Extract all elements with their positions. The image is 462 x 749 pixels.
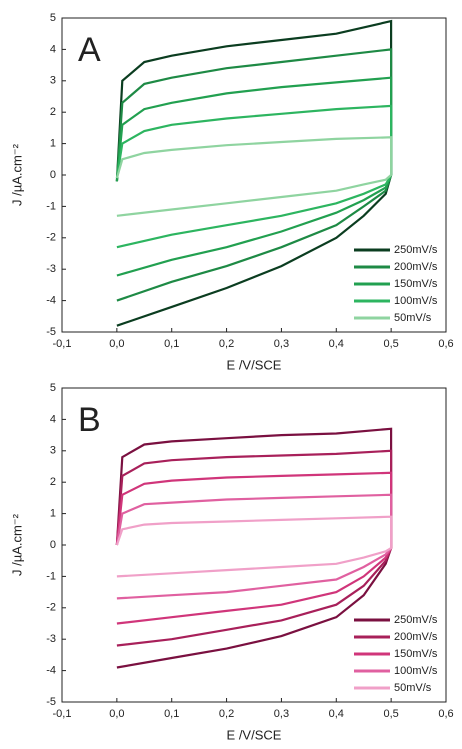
x-tick-label: -0,1	[53, 708, 72, 720]
x-tick-label: 0,4	[329, 708, 344, 720]
y-tick-label: 4	[50, 43, 56, 55]
x-tick-label: 0,5	[383, 708, 398, 720]
x-tick-label: 0,6	[438, 338, 453, 350]
x-tick-label: 0,1	[164, 708, 179, 720]
cv-curve	[115, 515, 393, 578]
cv-curve	[115, 136, 393, 217]
cv-curve	[115, 427, 393, 669]
y-tick-label: -4	[46, 295, 56, 307]
y-tick-label: 5	[50, 12, 56, 24]
x-tick-label: 0,0	[109, 708, 124, 720]
legend-label: 50mV/s	[394, 312, 432, 324]
cv-curve	[115, 493, 393, 600]
x-axis-label: E /V/SCE	[227, 357, 282, 372]
y-tick-label: 1	[50, 508, 56, 520]
legend-label: 200mV/s	[394, 631, 438, 643]
legend-label: 200mV/s	[394, 261, 438, 273]
y-tick-label: 2	[50, 476, 56, 488]
x-tick-label: 0,5	[383, 338, 398, 350]
y-tick-label: 5	[50, 382, 56, 394]
y-tick-label: -1	[46, 200, 56, 212]
panel-label: B	[78, 401, 101, 439]
y-tick-label: 0	[50, 539, 56, 551]
y-axis-label: J /µA.cm⁻²	[9, 513, 24, 576]
y-tick-label: 0	[50, 169, 56, 181]
legend-label: 250mV/s	[394, 244, 438, 256]
legend-label: 50mV/s	[394, 682, 432, 694]
legend-label: 100mV/s	[394, 295, 438, 307]
x-tick-label: 0,1	[164, 338, 179, 350]
x-tick-label: 0,3	[274, 338, 289, 350]
cv-curve	[115, 19, 393, 327]
x-tick-label: 0,2	[219, 338, 234, 350]
legend-label: 150mV/s	[394, 648, 438, 660]
y-tick-label: 4	[50, 413, 56, 425]
y-tick-label: -5	[46, 696, 56, 708]
y-tick-label: 3	[50, 75, 56, 87]
y-tick-label: -3	[46, 263, 56, 275]
y-tick-label: 2	[50, 106, 56, 118]
x-tick-label: 0,6	[438, 708, 453, 720]
x-tick-label: 0,4	[329, 338, 344, 350]
y-tick-label: -1	[46, 570, 56, 582]
x-tick-label: 0,3	[274, 708, 289, 720]
y-tick-label: -2	[46, 232, 56, 244]
y-tick-label: -2	[46, 602, 56, 614]
x-axis-label: E /V/SCE	[227, 727, 282, 742]
panel-label: A	[78, 31, 101, 69]
y-tick-label: 3	[50, 445, 56, 457]
legend-label: 250mV/s	[394, 614, 438, 626]
y-tick-label: -4	[46, 665, 56, 677]
legend-label: 100mV/s	[394, 665, 438, 677]
cv-curve	[115, 449, 393, 647]
x-tick-label: 0,0	[109, 338, 124, 350]
legend-label: 150mV/s	[394, 278, 438, 290]
y-axis-label: J /µA.cm⁻²	[9, 143, 24, 206]
y-tick-label: -3	[46, 633, 56, 645]
y-tick-label: 1	[50, 138, 56, 150]
x-tick-label: 0,2	[219, 708, 234, 720]
y-tick-label: -5	[46, 326, 56, 338]
x-tick-label: -0,1	[53, 338, 72, 350]
